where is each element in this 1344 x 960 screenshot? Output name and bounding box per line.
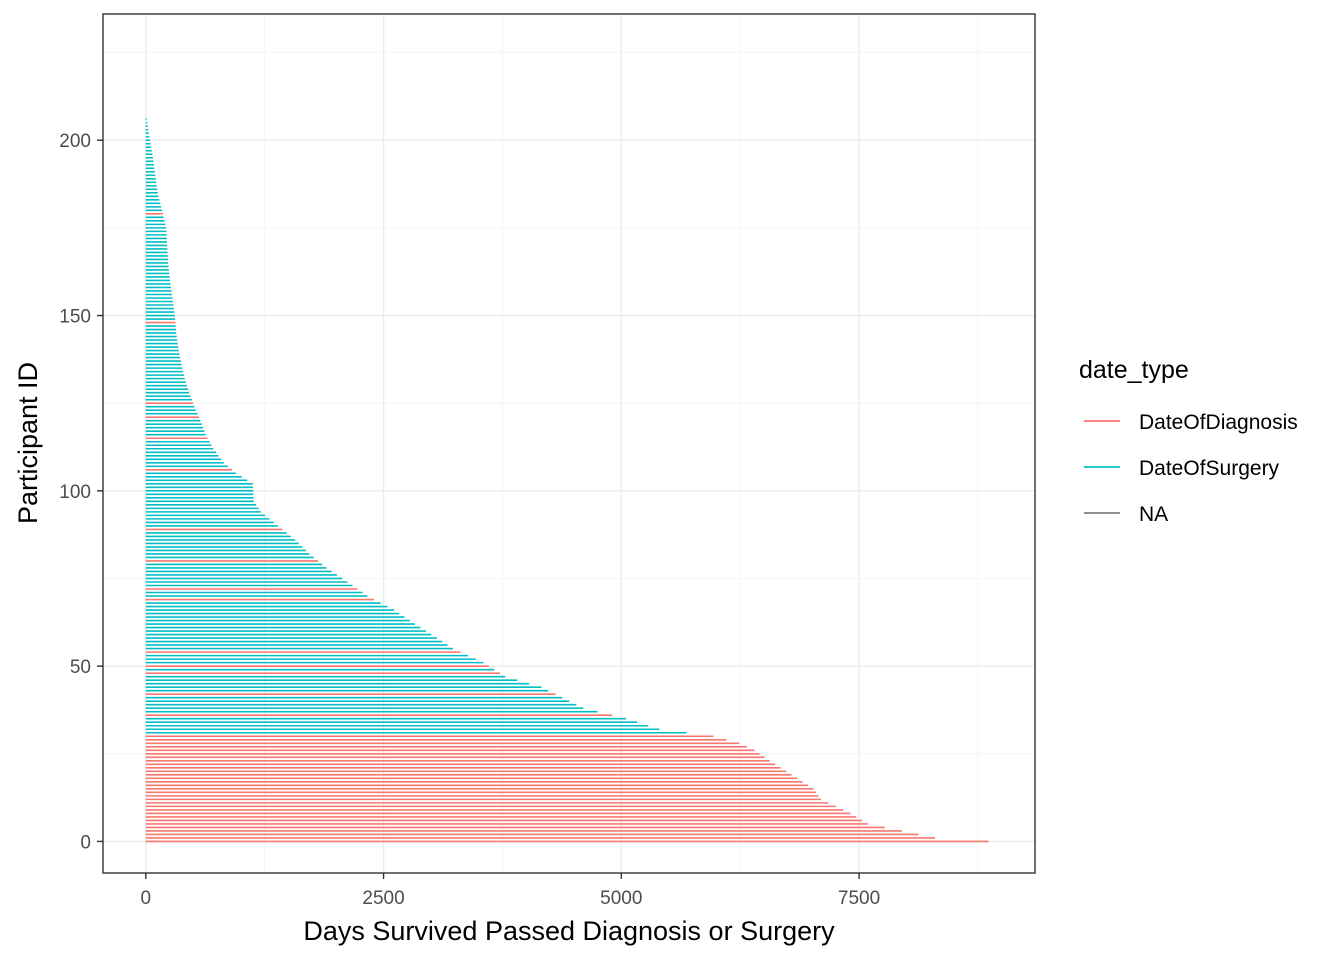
x-axis-title: Days Survived Passed Diagnosis or Surger… [303,916,835,946]
panel-border [102,13,1036,874]
legend-label-DateOfDiagnosis: DateOfDiagnosis [1139,411,1298,434]
panel-background [103,14,1035,873]
x-tick-label: 2500 [362,888,404,909]
x-tick-label: 5000 [600,888,642,909]
y-axis-ticks: 0 50 100 150 200 [59,131,103,853]
bar-series [145,118,989,843]
legend-entries: DateOfDiagnosis DateOfSurgery NA [1084,411,1298,526]
y-tick-label: 50 [70,657,91,678]
legend-title: date_type [1079,356,1189,384]
legend-label-DateOfSurgery: DateOfSurgery [1139,457,1280,480]
y-tick-label: 200 [59,131,91,152]
x-tick-label: 7500 [838,888,880,909]
x-axis-ticks: 0 2500 5000 7500 [141,873,880,909]
legend-label-NA: NA [1139,503,1168,526]
legend: date_type DateOfDiagnosis DateOfSurgery NA [1079,356,1298,526]
x-tick-label: 0 [141,888,152,909]
y-axis-title: Participant ID [13,362,43,524]
y-tick-label: 100 [59,482,91,503]
y-tick-label: 0 [80,832,91,853]
y-tick-label: 150 [59,307,91,328]
